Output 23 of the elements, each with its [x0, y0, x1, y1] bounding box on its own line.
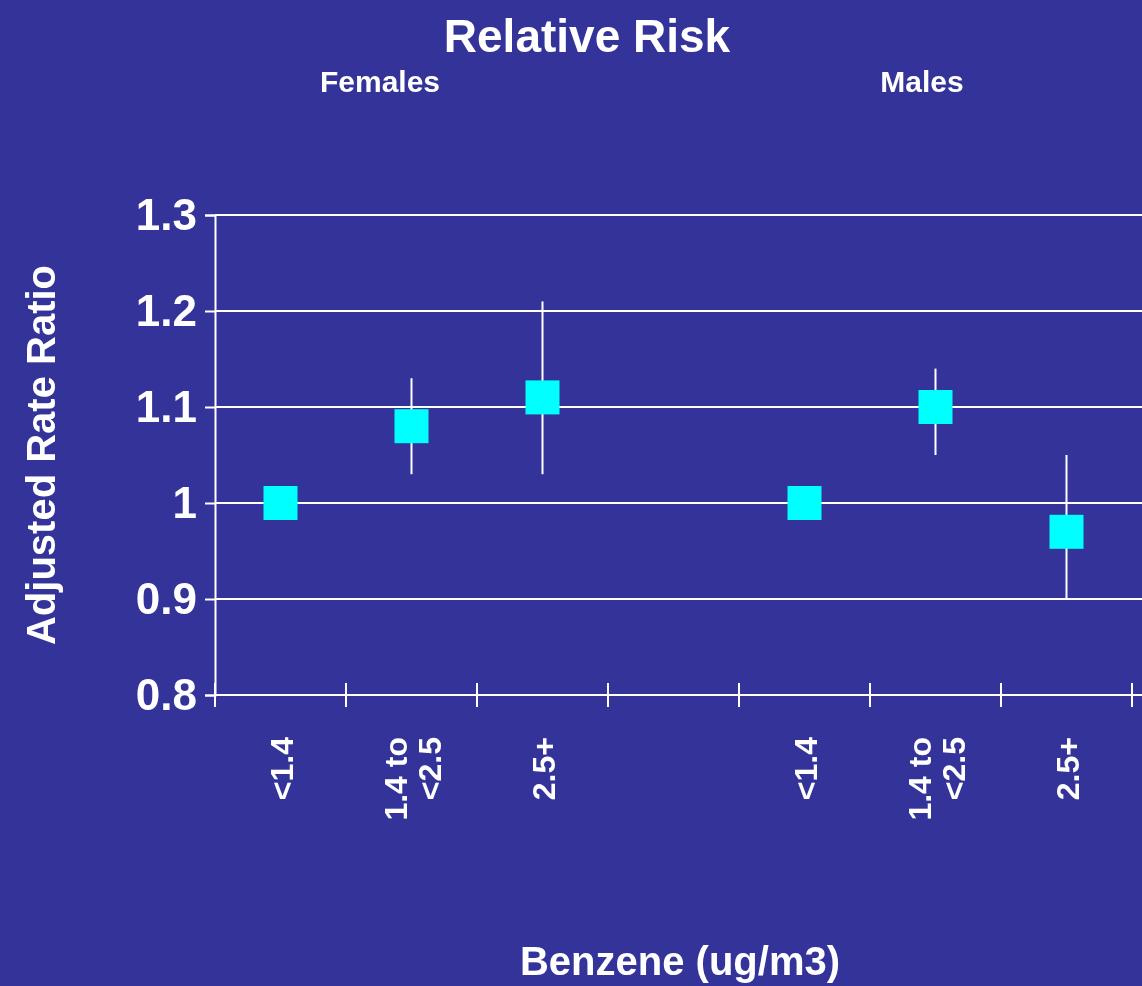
chart-title: Relative Risk — [443, 10, 731, 62]
point — [918, 390, 953, 424]
x-axis-title: Benzene (ug/m3) — [519, 939, 841, 983]
point — [525, 380, 560, 415]
x-tick-label: 1.4 to <2.5 — [377, 737, 448, 821]
x-tick-label: <1.4 — [263, 736, 300, 801]
point — [263, 486, 298, 520]
x-tick-label: 1.4 to <2.5 — [901, 737, 972, 821]
y-tick-label: 0.8 — [135, 669, 197, 719]
text: Females — [319, 65, 441, 98]
y-axis-title: Adjusted Rate Ratio — [19, 264, 63, 646]
x-tick-label: 2.5+ — [525, 737, 562, 801]
y-tick-label: 1.1 — [135, 381, 197, 431]
x-tick-label: <1.4 — [787, 736, 824, 801]
point — [787, 486, 822, 520]
y-tick-label: 0.9 — [135, 573, 197, 623]
point — [394, 409, 429, 444]
text: Males — [880, 65, 964, 98]
y-tick-label: 1.2 — [135, 285, 197, 335]
y-tick-label: 1 — [172, 477, 197, 527]
y-tick-label: 1.3 — [135, 189, 197, 239]
point — [1049, 514, 1084, 549]
x-tick-label: 2.5+ — [1049, 737, 1086, 801]
